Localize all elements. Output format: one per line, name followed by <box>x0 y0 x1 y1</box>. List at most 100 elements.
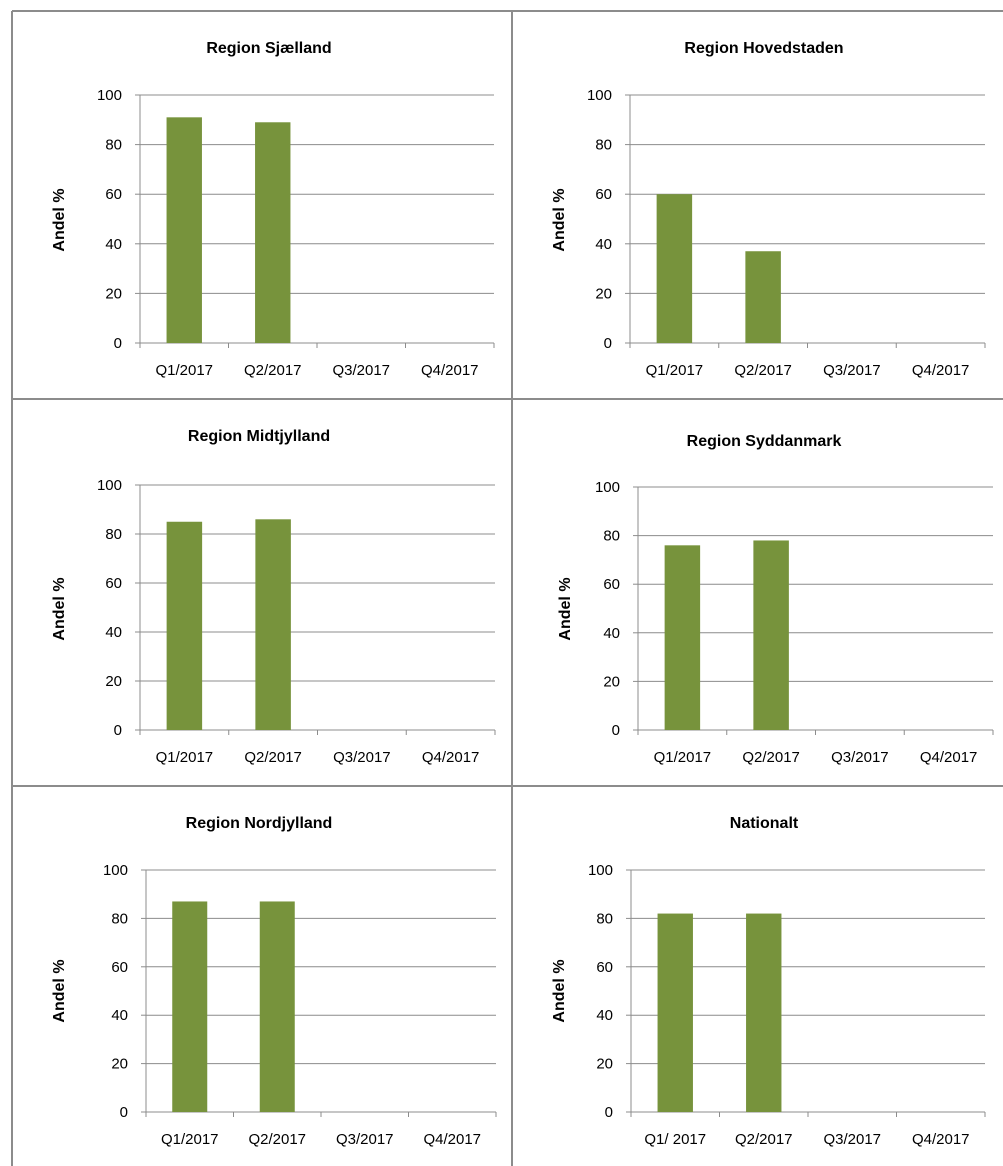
chart-panel-region-midtjylland: Region Midtjylland Andel % 0 20 40 60 80 100 Q… <box>12 399 512 786</box>
chart-title: Region Syddanmark <box>687 433 842 450</box>
y-tick-label: 60 <box>596 959 613 976</box>
x-tick-label: Q4/2017 <box>920 749 978 766</box>
chart-panel-region-hovedstaden: Region Hovedstaden Andel % 0 20 40 60 80 100 Q… <box>512 11 1003 399</box>
chart-marks: 0 20 40 60 80 100 Q1/2017 Q2/2017 Q3/2017 Q4/2017 <box>97 477 496 766</box>
y-tick-label: 20 <box>595 285 612 302</box>
x-tick-label: Q2/2017 <box>742 749 800 766</box>
bar <box>259 901 295 1112</box>
y-tick-label: 60 <box>595 186 612 203</box>
y-tick-label: 40 <box>595 236 612 253</box>
x-tick-label: Q1/2017 <box>161 1131 219 1148</box>
y-tick-label: 40 <box>603 625 620 642</box>
y-tick-label: 80 <box>105 137 122 154</box>
chart-title: Region Midtjylland <box>188 428 330 445</box>
chart-svg: Region Nordjylland Andel % 0 20 40 60 80 100 Q… <box>51 815 497 1148</box>
chart-panel-region-sjaelland: Region Sjælland Andel % 0 20 40 60 80 100 Q1/2… <box>12 11 512 399</box>
y-tick-label: 100 <box>595 479 620 496</box>
chart-marks: 0 20 40 60 80 100 Q1/2017 Q2/2017 Q3/2017 Q4/2017 <box>587 87 986 379</box>
x-tick-label: Q1/2017 <box>156 749 214 766</box>
y-tick-label: 0 <box>114 335 122 352</box>
bar <box>745 251 781 343</box>
y-axis-label: Andel % <box>51 577 68 640</box>
y-tick-label: 80 <box>111 910 128 927</box>
y-tick-label: 20 <box>105 673 122 690</box>
y-tick-label: 40 <box>596 1007 613 1024</box>
chart-panel-nationalt: Nationalt Andel % 0 20 40 60 80 100 Q1/ 2017 Q2… <box>512 786 1003 1166</box>
x-tick-label: Q2/2017 <box>244 362 302 379</box>
bar <box>753 540 789 730</box>
x-tick-label: Q2/2017 <box>244 749 302 766</box>
chart-title: Region Sjælland <box>206 40 331 57</box>
y-tick-label: 100 <box>103 862 128 879</box>
chart-title: Region Hovedstaden <box>684 40 843 57</box>
y-tick-label: 100 <box>588 862 613 879</box>
x-tick-label: Q3/2017 <box>823 1131 881 1148</box>
bar <box>664 545 701 730</box>
x-tick-label: Q4/2017 <box>421 362 479 379</box>
chart-svg: Region Syddanmark Andel % 0 20 40 60 80 100 Q1… <box>557 433 994 766</box>
bar <box>172 901 208 1112</box>
x-tick-label: Q3/2017 <box>333 749 391 766</box>
y-tick-label: 0 <box>612 722 620 739</box>
chart-marks: 0 20 40 60 80 100 Q1/2017 Q2/2017 Q3/2017 Q4/2017 <box>103 862 497 1148</box>
y-tick-label: 0 <box>604 335 612 352</box>
chart-svg: Region Sjælland Andel % 0 20 40 60 80 100 Q1/2… <box>51 40 495 379</box>
chart-title: Nationalt <box>730 815 799 832</box>
y-tick-label: 80 <box>105 526 122 543</box>
bar <box>255 519 291 730</box>
chart-title: Region Nordjylland <box>186 815 333 832</box>
y-tick-label: 20 <box>603 673 620 690</box>
bar <box>166 521 203 730</box>
x-tick-label: Q4/2017 <box>912 362 970 379</box>
chart-panel-region-syddanmark: Region Syddanmark Andel % 0 20 40 60 80 100 Q1… <box>512 399 1003 786</box>
y-tick-label: 40 <box>105 624 122 641</box>
x-tick-label: Q1/ 2017 <box>644 1131 706 1148</box>
y-tick-label: 0 <box>114 722 122 739</box>
x-tick-label: Q3/2017 <box>336 1131 394 1148</box>
x-tick-label: Q4/2017 <box>422 749 480 766</box>
y-axis-label: Andel % <box>551 959 568 1022</box>
chart-marks: 0 20 40 60 80 100 Q1/ 2017 Q2/2017 Q3/2017 Q4/201… <box>588 862 986 1148</box>
y-tick-label: 20 <box>596 1056 613 1073</box>
y-tick-label: 40 <box>111 1007 128 1024</box>
y-axis-label: Andel % <box>551 188 568 251</box>
chart-panel-region-nordjylland: Region Nordjylland Andel % 0 20 40 60 80 100 Q… <box>12 786 512 1166</box>
bar <box>656 194 693 343</box>
y-tick-label: 0 <box>120 1104 128 1121</box>
y-tick-label: 100 <box>97 87 122 104</box>
x-tick-label: Q2/2017 <box>248 1131 306 1148</box>
x-tick-label: Q2/2017 <box>735 1131 793 1148</box>
x-tick-label: Q1/2017 <box>155 362 213 379</box>
y-tick-label: 80 <box>595 137 612 154</box>
x-tick-label: Q3/2017 <box>332 362 390 379</box>
y-tick-label: 100 <box>587 87 612 104</box>
y-axis-label: Andel % <box>557 577 574 640</box>
y-tick-label: 20 <box>105 285 122 302</box>
chart-svg: Region Midtjylland Andel % 0 20 40 60 80 100 Q… <box>51 428 496 766</box>
y-axis-label: Andel % <box>51 188 68 251</box>
bar <box>746 913 782 1112</box>
bar <box>255 122 291 343</box>
y-tick-label: 60 <box>111 959 128 976</box>
y-tick-label: 40 <box>105 236 122 253</box>
x-tick-label: Q3/2017 <box>823 362 881 379</box>
y-tick-label: 60 <box>105 186 122 203</box>
x-tick-label: Q3/2017 <box>831 749 889 766</box>
bar <box>657 913 693 1112</box>
chart-marks: 0 20 40 60 80 100 Q1/2017 Q2/2017 Q3/2017 Q4/2017 <box>97 87 495 379</box>
chart-svg: Nationalt Andel % 0 20 40 60 80 100 Q1/ 2017 Q2… <box>551 815 986 1148</box>
y-tick-label: 60 <box>105 575 122 592</box>
y-tick-label: 60 <box>603 576 620 593</box>
x-tick-label: Q4/2017 <box>423 1131 481 1148</box>
y-tick-label: 80 <box>596 910 613 927</box>
x-tick-label: Q4/2017 <box>912 1131 970 1148</box>
x-tick-label: Q2/2017 <box>734 362 792 379</box>
chart-svg: Region Hovedstaden Andel % 0 20 40 60 80 100 Q… <box>551 40 986 379</box>
x-tick-label: Q1/2017 <box>646 362 704 379</box>
chart-marks: 0 20 40 60 80 100 Q1/2017 Q2/2017 Q3/2017 Q4/2017 <box>595 479 994 766</box>
x-tick-label: Q1/2017 <box>654 749 712 766</box>
y-axis-label: Andel % <box>51 959 68 1022</box>
y-tick-label: 20 <box>111 1056 128 1073</box>
